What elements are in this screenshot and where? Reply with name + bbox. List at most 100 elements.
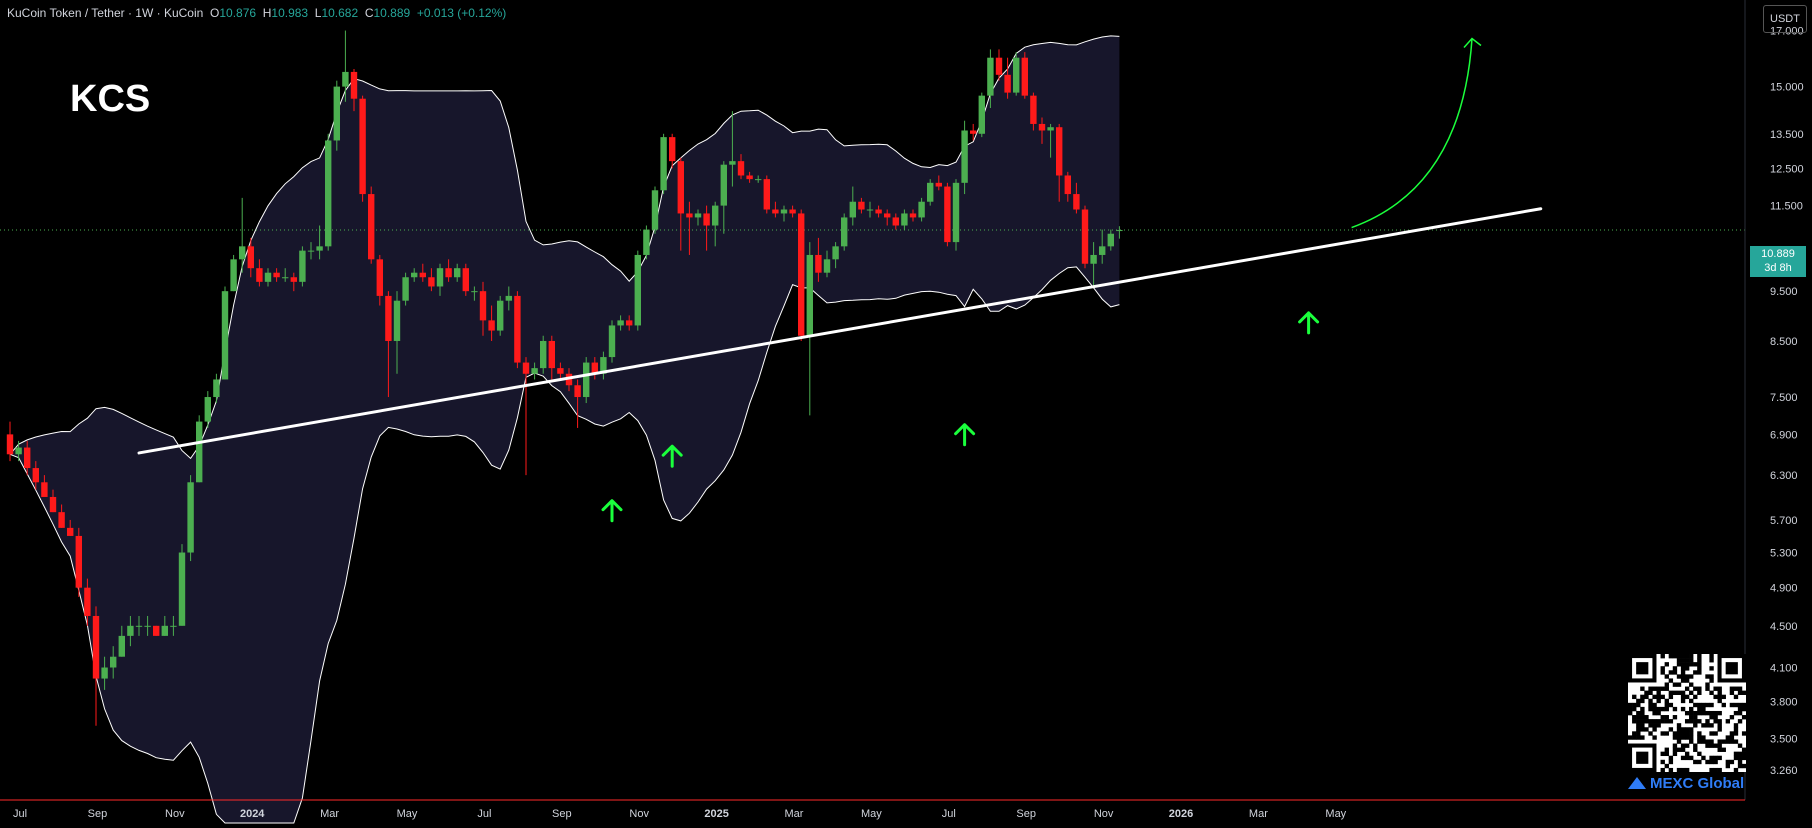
qr-module bbox=[1729, 731, 1735, 736]
qr-module bbox=[1676, 690, 1682, 695]
qr-module bbox=[1713, 767, 1718, 772]
price-tick-label: 12.500 bbox=[1770, 163, 1804, 175]
candle-body bbox=[798, 213, 805, 336]
qr-module bbox=[1684, 694, 1690, 700]
candle-body bbox=[170, 625, 177, 627]
price-tick-label: 4.500 bbox=[1770, 621, 1798, 633]
change-value: +0.013 (+0.12%) bbox=[416, 6, 507, 20]
candle-body bbox=[927, 182, 934, 202]
candles bbox=[6, 30, 1123, 726]
qr-module bbox=[1652, 694, 1657, 700]
qr-module bbox=[1689, 682, 1694, 687]
price-scale[interactable]: 17.000 15.000 13.500 12.500 11.500 9.500 8.500… bbox=[1770, 26, 1804, 778]
qr-module bbox=[1693, 719, 1698, 724]
qr-module bbox=[1680, 662, 1686, 667]
price-tick-label: 9.500 bbox=[1770, 286, 1798, 298]
qr-module bbox=[1689, 727, 1694, 732]
qr-module bbox=[1689, 739, 1694, 744]
candle-body bbox=[987, 57, 994, 96]
candle-body bbox=[918, 201, 925, 218]
qr-module bbox=[1640, 698, 1645, 704]
candle-body bbox=[1056, 127, 1063, 176]
annotations bbox=[137, 37, 1543, 523]
qr-module bbox=[1733, 739, 1739, 744]
qr-module bbox=[1636, 735, 1641, 740]
qr-module bbox=[1648, 690, 1653, 695]
qr-module bbox=[1628, 735, 1633, 740]
candle-body bbox=[376, 259, 383, 296]
qr-module bbox=[1717, 723, 1722, 728]
qr-module bbox=[1680, 743, 1686, 748]
qr-module bbox=[1713, 694, 1718, 700]
qr-module bbox=[1636, 702, 1641, 708]
qr-module bbox=[1660, 759, 1665, 765]
candle-body bbox=[737, 161, 745, 176]
time-tick-label: Mar bbox=[1249, 808, 1268, 820]
qr-module bbox=[1660, 731, 1665, 736]
time-tick-label: Mar bbox=[320, 808, 339, 820]
qr-module bbox=[1680, 674, 1686, 679]
qr-module bbox=[1660, 686, 1665, 691]
candle-body bbox=[368, 194, 375, 260]
qr-module bbox=[1713, 719, 1718, 724]
candle-body bbox=[634, 254, 641, 326]
qr-module bbox=[1628, 702, 1633, 708]
qr-module bbox=[1632, 706, 1637, 712]
qr-module bbox=[1668, 727, 1674, 732]
qr-module bbox=[1640, 735, 1645, 740]
qr-module bbox=[1717, 755, 1722, 761]
candle-body bbox=[909, 213, 917, 218]
candle-body bbox=[849, 201, 856, 218]
qr-module bbox=[1689, 731, 1694, 736]
qr-module bbox=[1709, 674, 1714, 679]
qr-module bbox=[1697, 666, 1702, 671]
qr-module bbox=[1672, 743, 1678, 748]
qr-module bbox=[1684, 751, 1690, 757]
price-tick-label: 11.500 bbox=[1770, 201, 1803, 213]
qr-module bbox=[1689, 715, 1694, 720]
candle-body bbox=[626, 320, 633, 326]
candle-body bbox=[41, 482, 48, 497]
mexc-logo-icon bbox=[1628, 777, 1646, 789]
qr-module bbox=[1648, 723, 1653, 728]
qr-module bbox=[1737, 763, 1743, 769]
symbol-title[interactable]: KuCoin Token / Tether · 1W · KuCoin bbox=[7, 6, 204, 20]
time-tick-label: Jul bbox=[477, 808, 491, 820]
candle-body bbox=[178, 552, 186, 626]
qr-module bbox=[1713, 755, 1718, 761]
time-scale[interactable]: Jul Sep Nov 2024 Mar May Jul Sep Nov 2025 Mar May Ju… bbox=[13, 808, 1347, 820]
candle-body bbox=[101, 667, 108, 679]
qr-module bbox=[1709, 715, 1714, 720]
candle-body bbox=[1116, 230, 1123, 232]
candle-body bbox=[84, 587, 91, 616]
qr-module bbox=[1701, 706, 1706, 712]
qr-module bbox=[1644, 719, 1649, 724]
candle-body bbox=[505, 295, 512, 301]
qr-module bbox=[1628, 710, 1633, 716]
candle-body bbox=[815, 254, 822, 273]
candle-body bbox=[772, 209, 779, 214]
qr-module bbox=[1636, 727, 1641, 732]
qr-module bbox=[1737, 690, 1743, 695]
time-tick-label: Sep bbox=[1016, 808, 1036, 820]
qr-module bbox=[1632, 715, 1637, 720]
qr-module bbox=[1664, 763, 1669, 769]
qr-module bbox=[1733, 686, 1739, 691]
qr-module bbox=[1680, 755, 1686, 761]
qr-module bbox=[1717, 719, 1722, 724]
qr-module bbox=[1709, 690, 1714, 695]
qr-module bbox=[1672, 654, 1678, 659]
candle-body bbox=[643, 229, 650, 255]
qr-module bbox=[1721, 739, 1726, 744]
currency-unit-button[interactable]: USDT bbox=[1763, 5, 1807, 33]
candle-body bbox=[901, 213, 908, 226]
candle-body bbox=[1099, 246, 1106, 255]
qr-module bbox=[1668, 767, 1674, 772]
qr-module bbox=[1628, 706, 1633, 712]
time-tick-label: Nov bbox=[629, 808, 649, 820]
qr-module bbox=[1689, 690, 1694, 695]
qr-module bbox=[1713, 731, 1718, 736]
candle-body bbox=[282, 277, 289, 279]
candle-body bbox=[256, 268, 263, 282]
